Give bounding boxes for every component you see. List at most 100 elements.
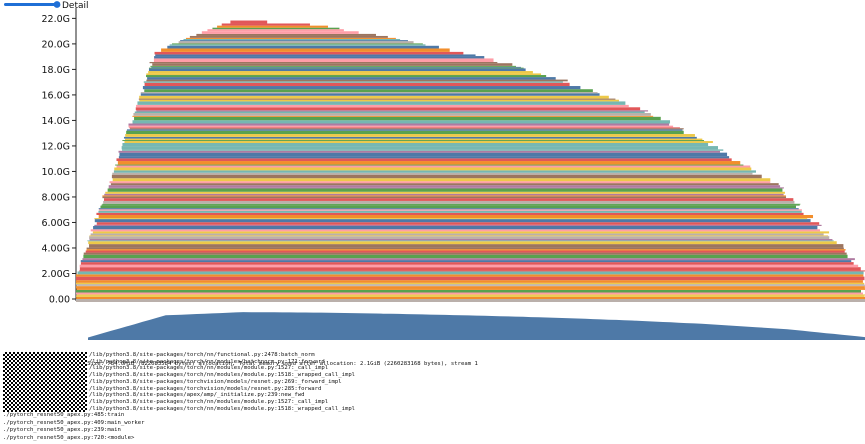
allocation-band[interactable]	[98, 210, 802, 213]
allocation-band[interactable]	[89, 236, 830, 240]
allocation-band[interactable]	[102, 196, 787, 199]
allocation-band[interactable]	[196, 33, 376, 36]
allocation-band[interactable]	[76, 288, 865, 290]
allocation-band[interactable]	[123, 136, 697, 139]
allocation-band[interactable]	[122, 140, 705, 142]
detail-slider[interactable]: Detail	[4, 1, 89, 11]
allocation-band[interactable]	[96, 212, 804, 215]
allocation-band[interactable]	[89, 239, 833, 241]
allocation-band[interactable]	[113, 170, 756, 173]
allocation-band[interactable]	[83, 252, 847, 255]
allocation-band[interactable]	[140, 93, 600, 96]
allocation-band[interactable]	[108, 187, 784, 189]
allocation-band[interactable]	[136, 104, 629, 108]
allocation-band[interactable]	[98, 208, 799, 210]
allocation-band[interactable]	[134, 111, 645, 114]
allocation-band[interactable]	[114, 167, 752, 171]
allocation-band[interactable]	[152, 63, 513, 66]
allocation-band[interactable]	[96, 222, 820, 225]
allocation-band[interactable]	[151, 66, 521, 68]
allocation-band[interactable]	[118, 156, 730, 159]
allocation-band[interactable]	[102, 203, 801, 205]
allocation-band[interactable]	[76, 282, 865, 285]
allocation-band[interactable]	[94, 224, 822, 227]
allocation-band[interactable]	[83, 254, 848, 259]
allocation-band[interactable]	[180, 40, 408, 42]
memory-overview-minimap[interactable]	[88, 312, 865, 340]
allocation-band[interactable]	[140, 92, 598, 94]
allocation-band[interactable]	[148, 67, 524, 69]
allocation-band[interactable]	[143, 81, 563, 83]
allocation-band[interactable]	[146, 79, 568, 82]
allocation-band[interactable]	[153, 58, 494, 62]
allocation-band[interactable]	[149, 61, 498, 64]
allocation-band[interactable]	[107, 188, 783, 192]
allocation-band[interactable]	[125, 138, 703, 141]
allocation-band[interactable]	[183, 38, 401, 41]
allocation-band[interactable]	[217, 25, 328, 28]
allocation-band[interactable]	[154, 51, 464, 55]
allocation-band[interactable]	[79, 264, 859, 268]
allocation-band[interactable]	[136, 110, 649, 112]
allocation-band[interactable]	[124, 141, 713, 143]
allocation-band[interactable]	[169, 44, 426, 46]
allocation-band[interactable]	[147, 77, 556, 80]
allocation-band[interactable]	[79, 270, 865, 272]
allocation-band[interactable]	[126, 130, 684, 135]
allocation-band[interactable]	[77, 285, 865, 287]
allocation-band[interactable]	[167, 45, 439, 49]
allocation-band[interactable]	[103, 200, 795, 204]
allocation-band[interactable]	[76, 289, 861, 293]
allocation-band[interactable]	[132, 115, 654, 117]
allocation-band[interactable]	[89, 244, 844, 248]
allocation-band[interactable]	[111, 174, 762, 179]
allocation-band[interactable]	[85, 250, 845, 253]
allocation-band[interactable]	[144, 82, 570, 87]
base-allocation-band[interactable]	[76, 299, 865, 302]
allocation-band[interactable]	[99, 209, 802, 211]
allocation-band[interactable]	[86, 249, 846, 251]
allocation-band[interactable]	[133, 113, 651, 116]
allocation-band[interactable]	[126, 129, 683, 131]
allocation-band[interactable]	[116, 165, 751, 168]
allocation-band[interactable]	[116, 158, 732, 162]
allocation-band[interactable]	[101, 204, 800, 206]
allocation-band[interactable]	[146, 73, 542, 76]
allocation-band[interactable]	[100, 205, 796, 209]
allocation-band[interactable]	[171, 43, 423, 45]
allocation-band[interactable]	[118, 150, 720, 153]
allocation-band[interactable]	[138, 98, 616, 100]
allocation-band[interactable]	[87, 240, 834, 242]
allocation-band[interactable]	[128, 125, 674, 128]
allocation-band[interactable]	[76, 284, 865, 286]
allocation-band[interactable]	[154, 56, 485, 59]
allocation-band[interactable]	[77, 294, 865, 296]
allocation-band[interactable]	[76, 292, 863, 295]
allocation-band[interactable]	[230, 20, 268, 24]
allocation-band[interactable]	[80, 260, 852, 263]
allocation-band[interactable]	[94, 218, 808, 220]
allocation-band[interactable]	[79, 267, 861, 271]
allocation-band[interactable]	[76, 274, 864, 277]
allocation-band[interactable]	[119, 152, 728, 157]
allocation-band[interactable]	[146, 75, 547, 78]
memory-timeline-chart[interactable]: Detail 0.00 2.00G 4.00G 6.00G 8.00G 10.0G 12.0…	[0, 0, 865, 345]
allocation-band[interactable]	[201, 31, 359, 34]
allocation-band[interactable]	[122, 149, 724, 151]
allocation-band[interactable]	[112, 178, 771, 182]
allocation-band[interactable]	[109, 181, 771, 184]
allocation-band[interactable]	[88, 241, 837, 245]
allocation-band[interactable]	[112, 172, 753, 175]
allocation-band[interactable]	[142, 86, 581, 90]
allocation-band[interactable]	[76, 295, 865, 297]
allocation-band[interactable]	[207, 29, 344, 32]
allocation-band[interactable]	[121, 146, 719, 150]
allocation-band[interactable]	[80, 262, 854, 265]
allocation-band[interactable]	[134, 116, 661, 121]
allocation-band[interactable]	[135, 107, 641, 111]
allocation-band[interactable]	[117, 161, 741, 165]
allocation-band[interactable]	[104, 193, 784, 196]
allocation-band[interactable]	[155, 54, 476, 57]
allocation-band[interactable]	[76, 276, 865, 281]
allocation-band[interactable]	[122, 142, 709, 147]
